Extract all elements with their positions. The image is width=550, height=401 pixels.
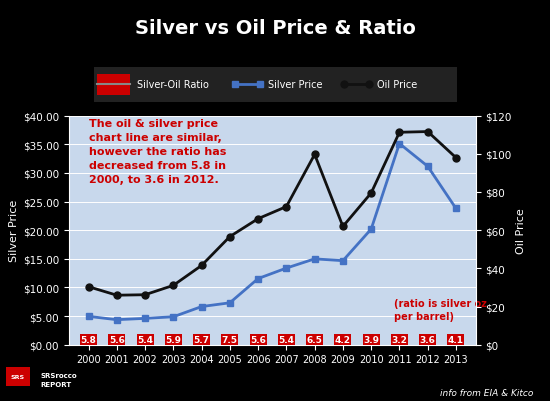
Text: 7.5: 7.5 — [222, 335, 238, 344]
Text: SRSrocco: SRSrocco — [40, 373, 77, 378]
Text: 5.6: 5.6 — [250, 335, 266, 344]
Y-axis label: Oil Price: Oil Price — [516, 208, 526, 253]
Bar — [278, 334, 295, 345]
Text: 5.4: 5.4 — [137, 335, 153, 344]
Y-axis label: Silver Price: Silver Price — [9, 200, 19, 261]
Text: 5.8: 5.8 — [81, 335, 96, 344]
Text: 3.2: 3.2 — [392, 335, 408, 344]
Text: 5.6: 5.6 — [109, 335, 125, 344]
Bar — [448, 334, 464, 345]
Text: (ratio is silver oz
per barrel): (ratio is silver oz per barrel) — [394, 298, 487, 321]
Text: REPORT: REPORT — [40, 381, 72, 387]
Text: Silver-Oil Ratio: Silver-Oil Ratio — [137, 80, 209, 90]
Bar — [419, 334, 436, 345]
Bar — [80, 334, 97, 345]
Text: Silver Price: Silver Price — [268, 80, 322, 90]
Text: 5.4: 5.4 — [278, 335, 294, 344]
Bar — [193, 334, 210, 345]
Text: 6.5: 6.5 — [307, 335, 323, 344]
Text: 4.1: 4.1 — [448, 335, 464, 344]
Bar — [250, 334, 267, 345]
Text: 4.2: 4.2 — [335, 335, 351, 344]
Text: The oil & silver price
chart line are similar,
however the ratio has
decreased f: The oil & silver price chart line are si… — [89, 119, 226, 185]
Bar — [362, 334, 379, 345]
Bar — [165, 334, 182, 345]
Bar — [136, 334, 153, 345]
Text: 3.9: 3.9 — [363, 335, 379, 344]
Text: 5.9: 5.9 — [166, 335, 182, 344]
Bar — [97, 75, 130, 95]
Text: Silver vs Oil Price & Ratio: Silver vs Oil Price & Ratio — [135, 18, 415, 38]
Bar — [108, 334, 125, 345]
Text: 3.6: 3.6 — [420, 335, 436, 344]
Bar — [6, 367, 30, 387]
Bar — [306, 334, 323, 345]
Text: Oil Price: Oil Price — [377, 80, 417, 90]
Text: SRS: SRS — [10, 374, 25, 379]
Bar — [391, 334, 408, 345]
Text: info from EIA & Kitco: info from EIA & Kitco — [440, 388, 534, 397]
Bar — [221, 334, 238, 345]
Text: 5.7: 5.7 — [194, 335, 210, 344]
Bar — [334, 334, 351, 345]
